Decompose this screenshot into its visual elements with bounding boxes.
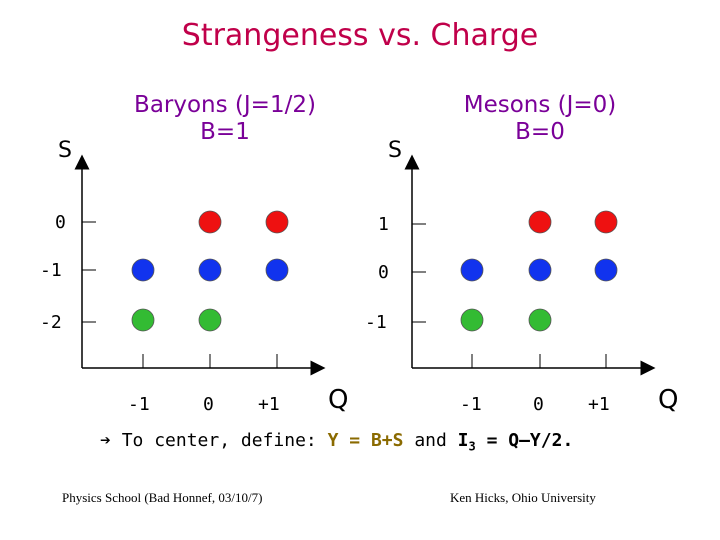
baryon-x-tick: 0: [203, 394, 214, 415]
meson-y-tick: 0: [378, 262, 389, 283]
hypercharge-definition: Y = B+S: [327, 430, 404, 451]
meson-x-tick: 0: [533, 394, 544, 415]
baryon-y-tick: -1: [40, 260, 62, 281]
meson-blue-dot: [528, 258, 552, 282]
particle-dots: [131, 210, 618, 332]
meson-green-dot: [528, 308, 552, 332]
baryon-x-tick: +1: [258, 394, 280, 415]
meson-red-dot: [528, 210, 552, 234]
meson-y-axis-label: S: [388, 138, 402, 163]
meson-y-tick: -1: [365, 312, 387, 333]
isospin-definition: I3 = Q–Y/2.: [457, 430, 574, 454]
baryon-y-tick: 0: [55, 212, 66, 233]
isospin-symbol: I: [457, 430, 469, 451]
baryon-blue-dot: [198, 258, 222, 282]
note-prefix: To center, define:: [121, 430, 317, 451]
baryon-x-axis-label: Q: [328, 385, 349, 415]
baryon-y-tick: -2: [40, 312, 62, 333]
meson-blue-dot: [460, 258, 484, 282]
meson-x-tick: -1: [460, 394, 482, 415]
baryon-red-dot: [198, 210, 222, 234]
arrow-icon: ➔: [100, 430, 111, 451]
meson-x-axis-label: Q: [658, 385, 679, 415]
note-and: and: [414, 430, 447, 451]
isospin-formula: = Q–Y/2.: [475, 430, 574, 451]
footer-left: Physics School (Bad Honnef, 03/10/7): [62, 490, 263, 505]
baryon-blue-dot: [131, 258, 155, 282]
page-title: Strangeness vs. Charge: [181, 18, 539, 53]
baryon-title-line1: Baryons (J=1/2): [134, 92, 316, 118]
meson-panel-title: Mesons (J=0) B=0: [440, 92, 640, 146]
meson-x-tick: +1: [588, 394, 610, 415]
baryon-blue-dot: [265, 258, 289, 282]
meson-red-dot: [594, 210, 618, 234]
baryon-green-dot: [198, 308, 222, 332]
isospin-subscript: 3: [468, 439, 476, 454]
baryon-red-dot: [265, 210, 289, 234]
baryon-title-line2: B=1: [200, 119, 250, 145]
meson-y-tick: 1: [378, 214, 389, 235]
footer-right: Ken Hicks, Ohio University: [450, 490, 596, 505]
meson-title-line2: B=0: [515, 119, 565, 145]
meson-blue-dot: [594, 258, 618, 282]
meson-title-line1: Mesons (J=0): [463, 92, 617, 118]
baryon-y-axis-label: S: [58, 138, 72, 163]
meson-green-dot: [460, 308, 484, 332]
baryon-x-tick: -1: [128, 394, 150, 415]
definition-note: ➔ To center, define: Y = B+S and I3 = Q–…: [100, 430, 573, 454]
baryon-green-dot: [131, 308, 155, 332]
baryon-panel-title: Baryons (J=1/2) B=1: [105, 92, 345, 146]
